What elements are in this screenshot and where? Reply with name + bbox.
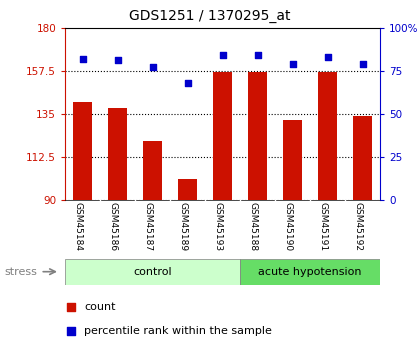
Point bbox=[184, 80, 191, 86]
Bar bbox=[143, 141, 162, 200]
Text: GSM45189: GSM45189 bbox=[178, 202, 188, 251]
Text: GSM45186: GSM45186 bbox=[109, 202, 118, 251]
Point bbox=[276, 0, 283, 4]
Bar bbox=[73, 102, 92, 200]
Bar bbox=[213, 72, 232, 200]
Point bbox=[276, 218, 283, 224]
Point bbox=[149, 65, 156, 70]
Bar bbox=[178, 179, 197, 200]
Point bbox=[114, 58, 121, 63]
Text: GSM45192: GSM45192 bbox=[354, 202, 362, 251]
Bar bbox=[248, 72, 267, 200]
Text: stress: stress bbox=[4, 267, 37, 277]
Bar bbox=[318, 72, 337, 200]
Text: GDS1251 / 1370295_at: GDS1251 / 1370295_at bbox=[129, 9, 291, 23]
Point bbox=[254, 52, 261, 58]
Point bbox=[324, 54, 331, 60]
Point bbox=[219, 52, 226, 58]
Bar bbox=[65, 259, 240, 285]
Text: GSM45187: GSM45187 bbox=[144, 202, 152, 251]
Text: GSM45191: GSM45191 bbox=[319, 202, 328, 251]
Text: GSM45193: GSM45193 bbox=[214, 202, 223, 251]
Text: GSM45190: GSM45190 bbox=[284, 202, 293, 251]
Text: GSM45188: GSM45188 bbox=[249, 202, 257, 251]
Point bbox=[289, 61, 296, 67]
Bar bbox=[240, 259, 380, 285]
Bar bbox=[108, 108, 127, 200]
Point bbox=[359, 61, 366, 67]
Bar bbox=[283, 120, 302, 200]
Text: control: control bbox=[133, 267, 172, 277]
Bar bbox=[353, 116, 372, 200]
Text: GSM45184: GSM45184 bbox=[74, 202, 83, 251]
Text: percentile rank within the sample: percentile rank within the sample bbox=[84, 326, 272, 336]
Text: count: count bbox=[84, 302, 116, 312]
Text: acute hypotension: acute hypotension bbox=[258, 267, 362, 277]
Point bbox=[79, 56, 86, 61]
